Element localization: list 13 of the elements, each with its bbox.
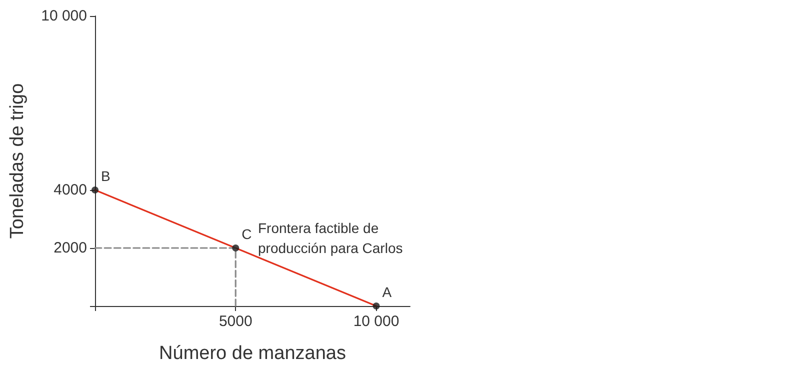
y-tick-label: 2000 — [54, 240, 87, 256]
point — [372, 302, 380, 310]
y-tick-label: 4000 — [54, 182, 87, 198]
annotation: C — [242, 226, 252, 242]
x-tick-label: 5000 — [218, 313, 252, 330]
annotation: A — [382, 284, 392, 300]
annotation: B — [101, 168, 110, 184]
x-axis-title: Número de manzanas — [159, 343, 346, 364]
annotation: Frontera factible de producción para Carlos — [258, 220, 403, 256]
point — [232, 244, 240, 252]
y-axis-title: Toneladas de trigo — [7, 83, 28, 239]
y-tick-label: 10 000 — [41, 8, 87, 24]
point — [92, 186, 98, 194]
